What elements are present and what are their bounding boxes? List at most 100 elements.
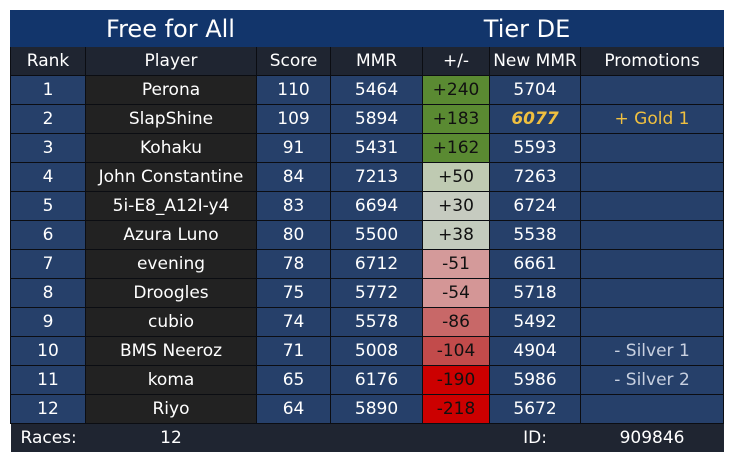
mmr-cell: 5890 — [330, 394, 424, 424]
mmr-cell: 5464 — [330, 75, 424, 105]
rank-cell: 5 — [10, 191, 86, 221]
promotion-cell — [580, 75, 725, 105]
new-mmr-cell: 6661 — [489, 249, 582, 279]
player-cell: evening — [85, 249, 257, 279]
col-header-diff: +/- — [422, 46, 491, 76]
mmr-cell: 5578 — [330, 307, 424, 337]
score-cell: 83 — [255, 191, 332, 221]
new-mmr-cell: 5986 — [489, 365, 582, 395]
mmr-cell: 5500 — [330, 220, 424, 250]
new-mmr-cell: 5492 — [489, 307, 582, 337]
promotion-cell: + Gold 1 — [580, 104, 725, 134]
promotion-cell — [580, 394, 725, 424]
mmr-cell: 6712 — [330, 249, 424, 279]
score-cell: 110 — [255, 75, 332, 105]
promotion-cell — [580, 191, 725, 221]
player-cell: 5i-E8_A12I-y4 — [85, 191, 257, 221]
table-row: 11 koma 65 6176 -190 5986- Silver 2 — [10, 365, 725, 395]
col-header-rank: Rank — [10, 46, 86, 76]
player-cell: Droogles — [85, 278, 257, 308]
diff-cell: +240 — [422, 75, 491, 105]
diff-cell: -54 — [422, 278, 491, 308]
player-cell: BMS Neeroz — [85, 336, 257, 366]
event-id: 909846 — [580, 423, 724, 452]
table-row: 5 5i-E8_A12I-y4 83 6694 +30 6724 — [10, 191, 725, 221]
table-row: 12 Riyo 64 5890 -218 5672 — [10, 394, 725, 424]
tier-title: Tier DE — [330, 10, 725, 47]
new-mmr-cell: 4904 — [489, 336, 582, 366]
score-cell: 71 — [255, 336, 332, 366]
races-label: Races: — [10, 423, 86, 452]
diff-cell: -218 — [422, 394, 491, 424]
table-row: 7 evening 78 6712 -51 6661 — [10, 249, 725, 279]
table-row: 8 Droogles 75 5772 -54 5718 — [10, 278, 725, 308]
promotion-cell — [580, 220, 725, 250]
promotion-cell: - Silver 1 — [580, 336, 725, 366]
rank-cell: 4 — [10, 162, 86, 192]
promotion-cell — [580, 249, 725, 279]
rank-cell: 1 — [10, 75, 86, 105]
promotion-cell — [580, 133, 725, 163]
new-mmr-cell: 6077 — [489, 104, 582, 134]
new-mmr-cell: 5538 — [489, 220, 582, 250]
col-header-mmr: MMR — [330, 46, 424, 76]
rank-cell: 8 — [10, 278, 86, 308]
score-cell: 64 — [255, 394, 332, 424]
table-row: 10 BMS Neeroz 71 5008 -104 4904- Silver 1 — [10, 336, 725, 366]
header-row: Rank Player Score MMR +/- New MMR Promot… — [10, 46, 725, 76]
rank-cell: 7 — [10, 249, 86, 279]
rank-cell: 2 — [10, 104, 86, 134]
title-row: Free for All Tier DE — [9, 10, 725, 47]
mode-title: Free for All — [9, 10, 332, 47]
player-cell: Perona — [85, 75, 257, 105]
player-cell: Riyo — [85, 394, 257, 424]
player-cell: Kohaku — [85, 133, 257, 163]
score-cell: 74 — [255, 307, 332, 337]
footer-row: Races: 12 ID: 909846 — [10, 423, 724, 452]
table-row: 1 Perona 110 5464 +240 5704 — [10, 75, 725, 105]
id-label: ID: — [489, 423, 581, 452]
player-cell: SlapShine — [85, 104, 257, 134]
mmr-cell: 6176 — [330, 365, 424, 395]
races-count: 12 — [85, 423, 257, 452]
new-mmr-cell: 5718 — [489, 278, 582, 308]
diff-cell: -104 — [422, 336, 491, 366]
diff-cell: +50 — [422, 162, 491, 192]
col-header-score: Score — [255, 46, 332, 76]
score-cell: 75 — [255, 278, 332, 308]
new-mmr-cell: 6724 — [489, 191, 582, 221]
mmr-cell: 5008 — [330, 336, 424, 366]
promotion-cell — [580, 307, 725, 337]
player-cell: koma — [85, 365, 257, 395]
table-row: 2 SlapShine 109 5894 +183 6077 + Gold 1 — [10, 104, 725, 134]
player-cell: John Constantine — [85, 162, 257, 192]
score-cell: 109 — [255, 104, 332, 134]
new-mmr-cell: 5593 — [489, 133, 582, 163]
mmr-cell: 5894 — [330, 104, 424, 134]
mmr-cell: 5431 — [330, 133, 424, 163]
promotion-cell: - Silver 2 — [580, 365, 725, 395]
diff-cell: +38 — [422, 220, 491, 250]
promotion-cell — [580, 278, 725, 308]
new-mmr-cell: 7263 — [489, 162, 582, 192]
rank-cell: 9 — [10, 307, 86, 337]
player-cell: Azura Luno — [85, 220, 257, 250]
table-row: 9 cubio 74 5578 -86 5492 — [10, 307, 725, 337]
new-mmr-cell: 5704 — [489, 75, 582, 105]
col-header-new-mmr: New MMR — [489, 46, 582, 76]
diff-cell: +162 — [422, 133, 491, 163]
table-row: 4 John Constantine 84 7213 +50 7263 — [10, 162, 725, 192]
rank-cell: 6 — [10, 220, 86, 250]
promotion-cell — [580, 162, 725, 192]
diff-cell: -190 — [422, 365, 491, 395]
diff-cell: -86 — [422, 307, 491, 337]
player-cell: cubio — [85, 307, 257, 337]
score-cell: 80 — [255, 220, 332, 250]
diff-cell: -51 — [422, 249, 491, 279]
footer-spacer — [256, 423, 490, 452]
score-cell: 65 — [255, 365, 332, 395]
score-cell: 84 — [255, 162, 332, 192]
rank-cell: 3 — [10, 133, 86, 163]
table-row: 6 Azura Luno 80 5500 +38 5538 — [10, 220, 725, 250]
new-mmr-cell: 5672 — [489, 394, 582, 424]
